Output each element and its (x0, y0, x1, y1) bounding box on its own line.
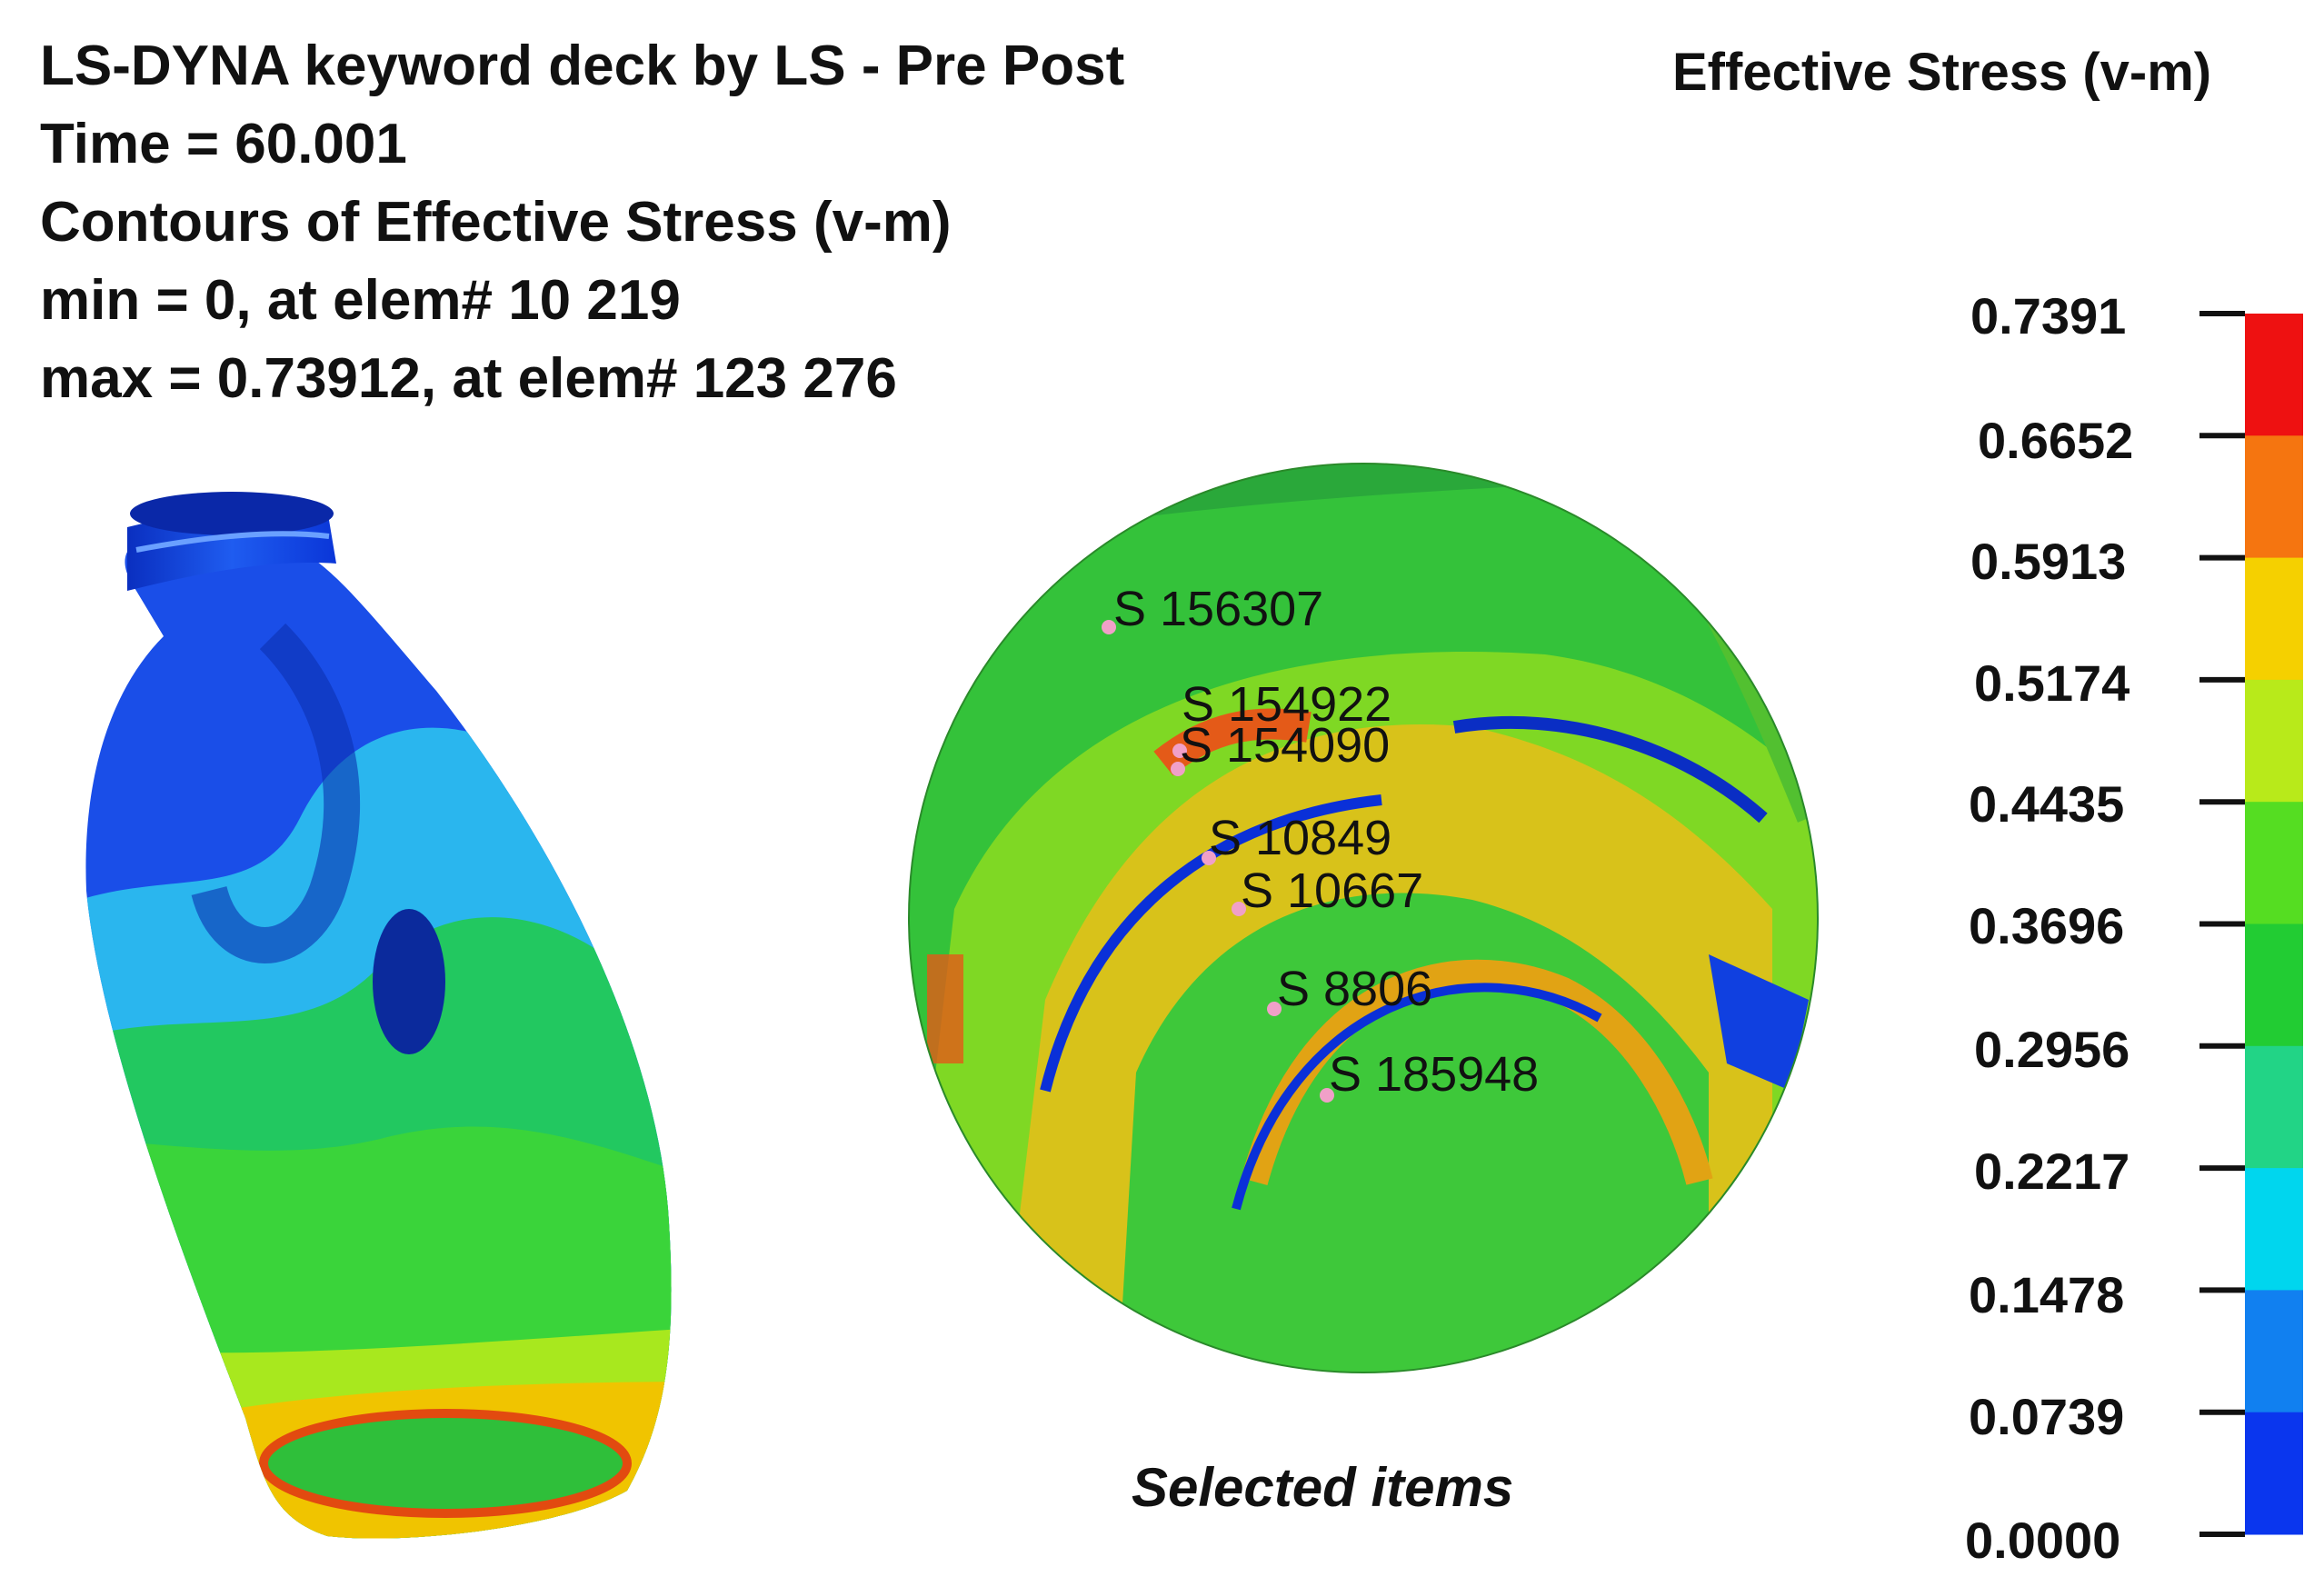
detail-view (908, 463, 1819, 1373)
color-scale (2199, 311, 2303, 1537)
scale-label: 0.0000 (1965, 1512, 2121, 1569)
info-header: LS-DYNA keyword deck by LS - Pre Post Ti… (40, 27, 1124, 418)
scale-segment (2245, 435, 2303, 559)
scale-label: 0.4435 (1969, 775, 2125, 833)
scale-segment (2245, 679, 2303, 803)
node-marker (1102, 620, 1116, 634)
scale-label: 0.6652 (1978, 412, 2134, 469)
node-marker (1320, 1088, 1334, 1103)
scale-segment (2245, 802, 2303, 924)
node-markers: S 156307 S 154922 S 154090 S 10849 S 106… (1102, 582, 1539, 1103)
node-marker (1232, 902, 1246, 916)
node-label: S 154922 (1182, 677, 1391, 732)
node-marker (1202, 851, 1216, 865)
scale-label: 0.2956 (1974, 1021, 2130, 1078)
contour-description: Contours of Effective Stress (v-m) (40, 191, 952, 254)
scale-label: 0.3696 (1969, 897, 2125, 954)
time-readout: Time = 60.001 (40, 113, 407, 175)
node-label: S 156307 (1113, 582, 1323, 636)
scale-segment (2245, 923, 2303, 1047)
scale-label: 0.5913 (1970, 533, 2127, 590)
node-marker (1267, 1002, 1282, 1016)
max-readout: max = 0.73912, at elem# 123 276 (40, 347, 897, 410)
legend-title: Effective Stress (v-m) (1672, 43, 2212, 102)
node-label: S 185948 (1329, 1047, 1539, 1102)
node-label: S 10667 (1241, 863, 1423, 918)
scale-segment (2245, 557, 2303, 681)
node-marker (1172, 744, 1187, 758)
detail-caption: Selected items (1132, 1457, 1514, 1518)
scale-segment (2245, 1045, 2303, 1169)
scale-label: 0.7391 (1970, 287, 2127, 344)
bottle-model (85, 492, 672, 1539)
min-readout: min = 0, at elem# 10 219 (40, 269, 681, 332)
scale-segment (2245, 314, 2303, 436)
node-marker (1171, 762, 1185, 776)
deck-title: LS-DYNA keyword deck by LS - Pre Post (40, 35, 1125, 97)
node-label: S 8806 (1277, 962, 1432, 1016)
node-label: S 10849 (1209, 811, 1391, 865)
scale-label: 0.5174 (1974, 654, 2130, 712)
scale-segment (2245, 1290, 2303, 1413)
scale-label: 0.2217 (1974, 1143, 2130, 1200)
scale-label: 0.0739 (1969, 1388, 2125, 1445)
scale-segment (2245, 1412, 2303, 1535)
node-label: S 154090 (1180, 718, 1390, 773)
scale-segment (2245, 1168, 2303, 1291)
scale-label: 0.1478 (1969, 1266, 2125, 1323)
